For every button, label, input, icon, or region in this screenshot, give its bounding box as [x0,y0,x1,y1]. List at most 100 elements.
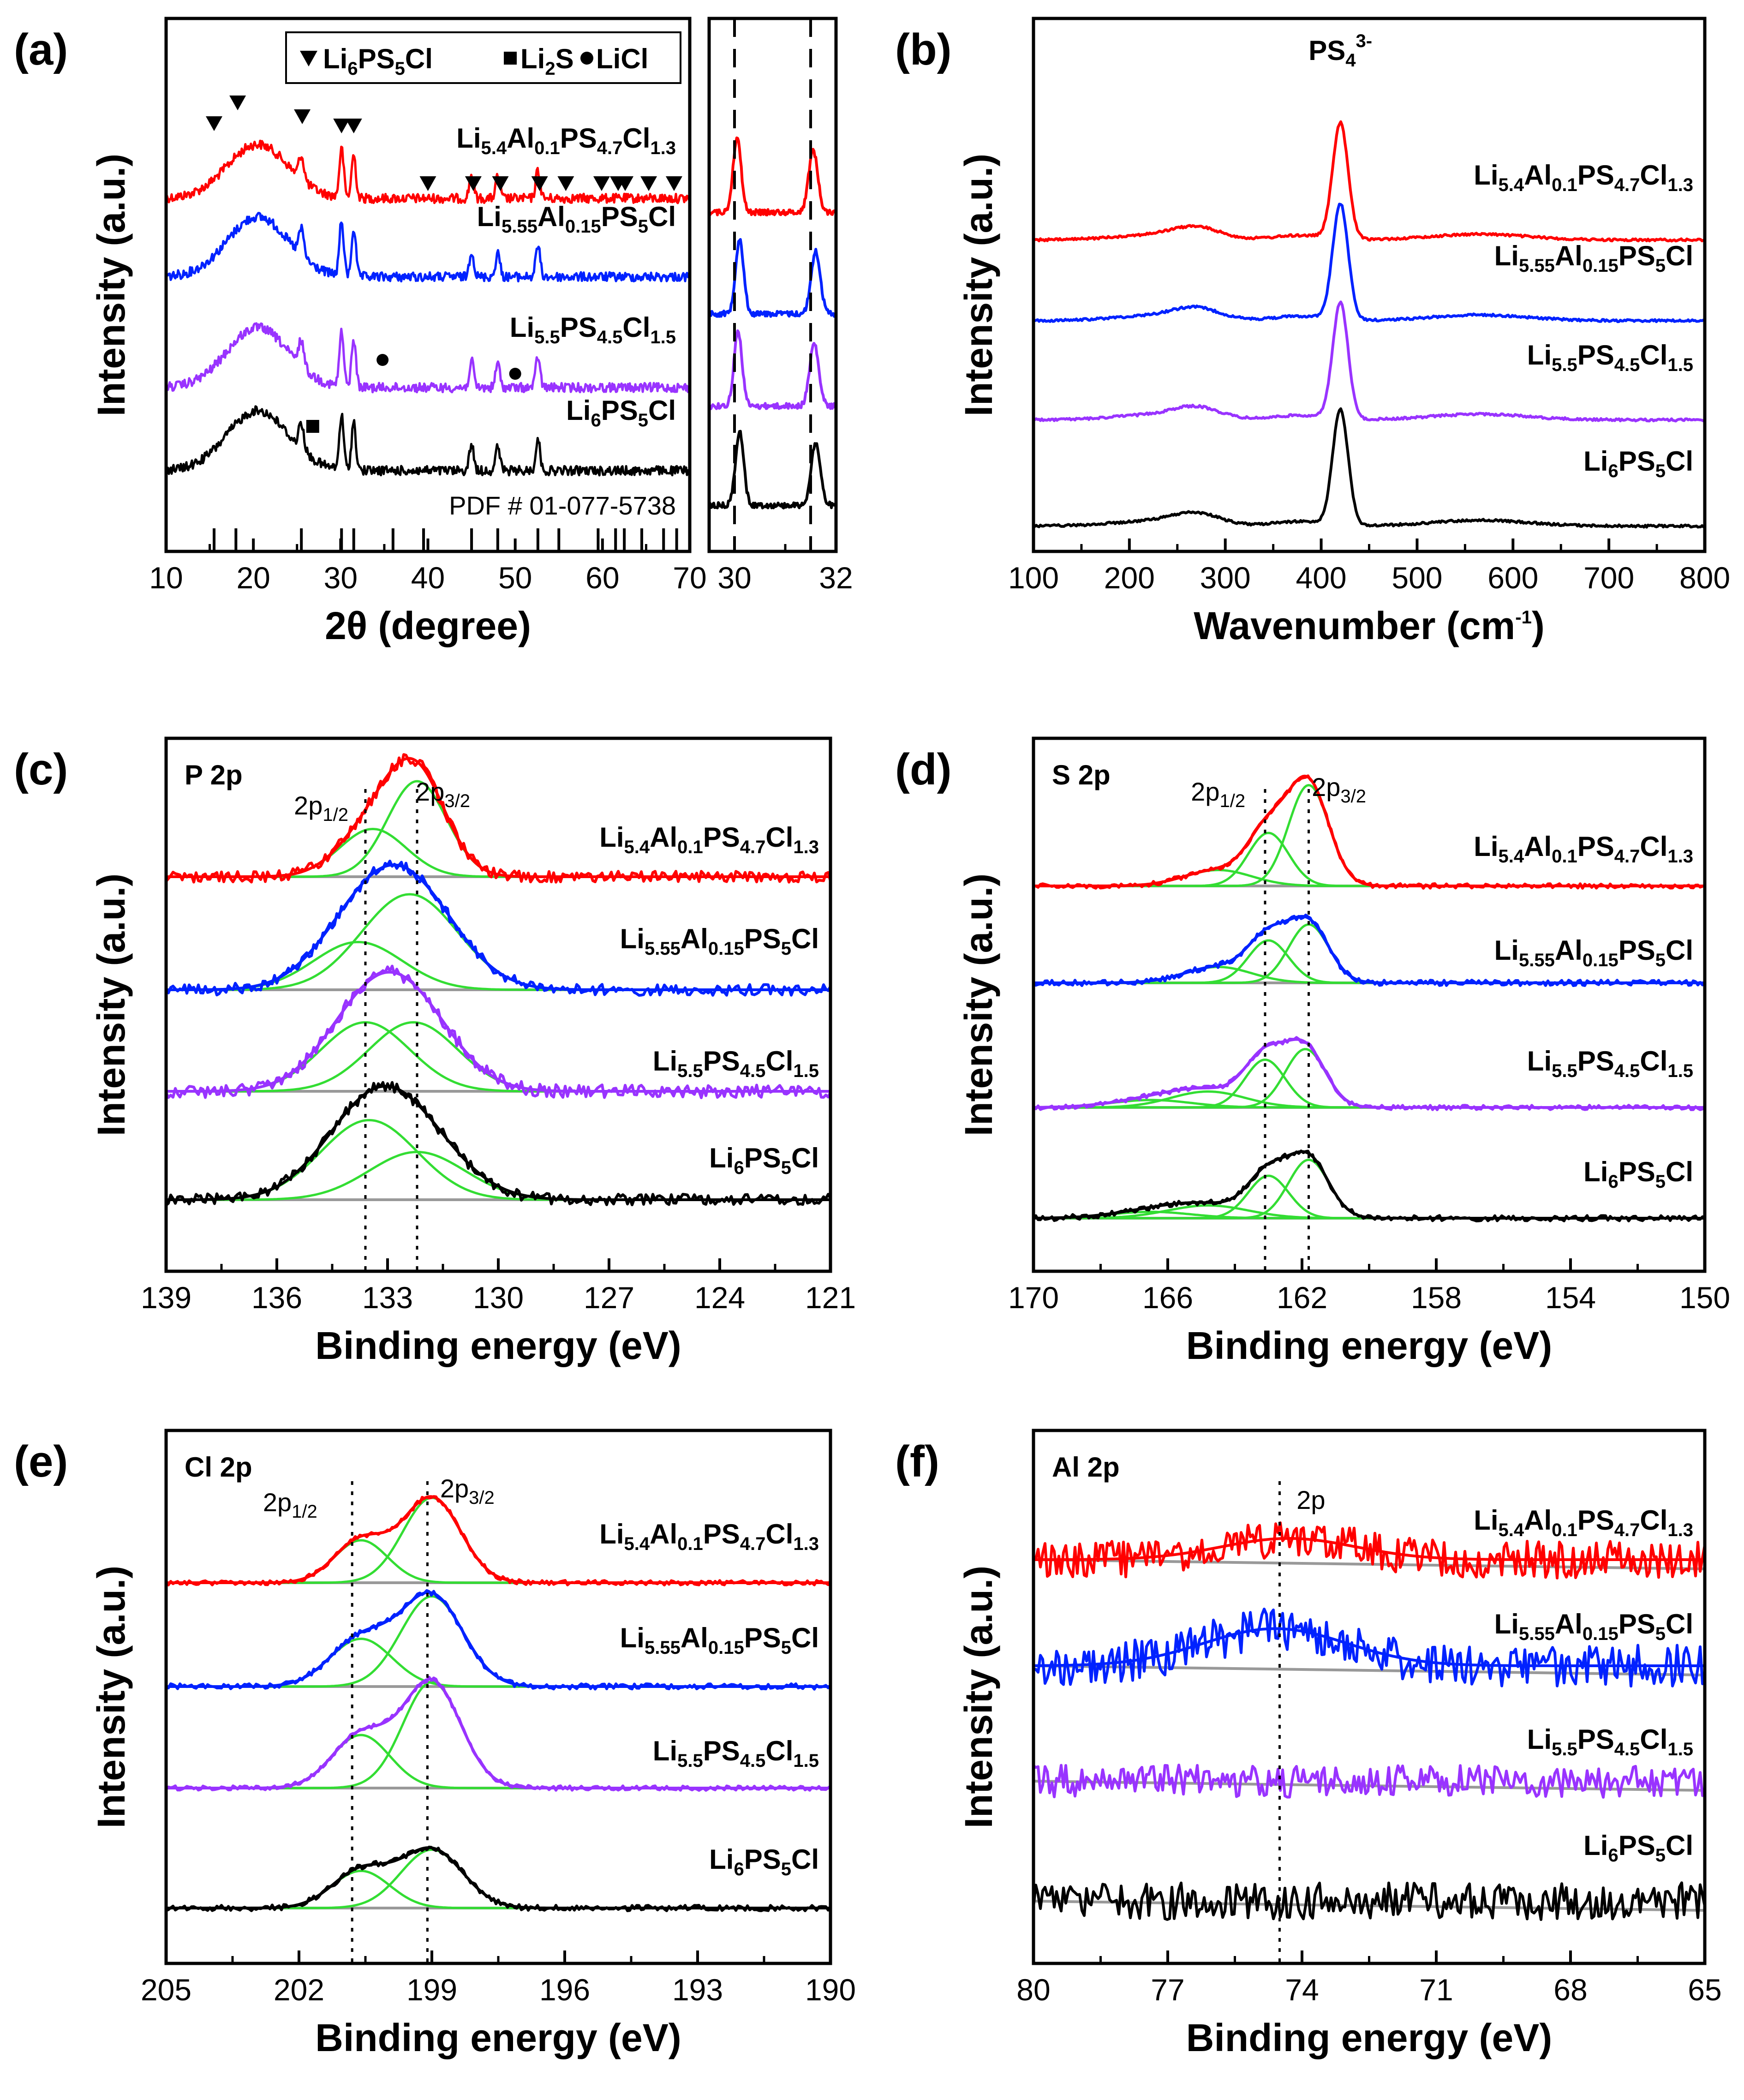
x-(f)-tick-label: 71 [1419,1973,1453,2007]
series-label-(f): Li5.5PS4.5Cl1.5 [1527,1724,1693,1759]
xlabel-(d): Binding energy (eV) [1186,1324,1552,1367]
panel-label-(f): (f) [895,1437,939,1486]
panel-label-(e): (e) [14,1437,68,1486]
core-level-(e): Cl 2p [185,1452,252,1483]
panel-a-marker-li2s [306,420,319,433]
panel-b-x-tick-label: 200 [1104,561,1155,595]
series-label-(c): Li5.55Al0.15PS5Cl [620,923,819,959]
panel-a-series-Li5.4Al0.1PS4.7Cl1.3 [165,139,690,204]
data-Li5.5PS4.5Cl1.5 [165,964,832,1099]
panel-a-zoom-series-Li5.5PS4.5Cl1.5 [708,329,837,410]
panel-a-marker-li6ps5cl [640,176,657,191]
panel-label-(c): (c) [14,745,68,794]
panel-b-series-Li5.4Al0.1PS4.7Cl1.3 [1033,120,1705,243]
data-Li5.4Al0.1PS4.7Cl1.3 [1033,774,1706,890]
panel-a-marker-li6ps5cl [229,96,246,110]
panel-a-marker-li6ps5cl [465,176,482,191]
panel-b-xlabel: Wavenumber (cm-1) [1194,604,1545,647]
core-level-(f): Al 2p [1052,1452,1120,1483]
data-Li5.4Al0.1PS4.7Cl1.3 [165,753,832,884]
x-(c)-tick-label: 127 [584,1280,634,1315]
panel-a-x-tick-label: 30 [324,561,358,595]
panel-a-series-Li5.5PS4.5Cl1.5 [165,322,691,394]
panel-a-series-Li6PS5Cl [166,405,691,477]
panel-a-series-label: Li5.5PS4.5Cl1.5 [510,312,676,347]
x-(f)-tick-label: 77 [1151,1973,1184,2007]
panel-b-x-tick-label: 100 [1008,561,1059,595]
x-(e)-tick-label: 196 [539,1973,590,2007]
panel-a-marker-li6ps5cl [294,109,311,124]
data-Li5.5PS4.5Cl1.5 [1033,1036,1706,1111]
panel-label-(d): (d) [895,745,952,794]
panel-a-ylabel: Intensity (a.u.) [90,154,133,416]
panel-a-legend-licl: LiCl [596,43,648,74]
panel-a-marker-li6ps5cl [665,176,682,191]
x-(d)-tick-label: 150 [1679,1280,1730,1315]
panel-a-zoom-frame [707,17,838,553]
series-label-(e): Li5.55Al0.15PS5Cl [620,1622,819,1658]
data-Li6PS5Cl [1032,1149,1705,1222]
panel-b-series-label: Li5.5PS4.5Cl1.5 [1527,340,1693,375]
panel-a-label: (a) [14,25,68,74]
panel-a-zoom-series-Li5.4Al0.1PS4.7Cl1.3 [709,136,836,216]
panel-a-marker-li6ps5cl [419,176,436,191]
x-(c)-tick-label: 124 [694,1280,745,1315]
x-(c)-tick-label: 139 [141,1280,191,1315]
xlabel-(c): Binding energy (eV) [315,1324,681,1367]
baseline-Li6PS5Cl [1033,1900,1705,1912]
panel-b-series-label: Li6PS5Cl [1583,446,1693,481]
panel-a-marker-li6ps5cl [345,119,362,133]
panel-b-ylabel: Intensity (a.u.) [957,154,1000,416]
x-(e)-tick-label: 202 [274,1973,324,2007]
peak-label-(f): 2p [1296,1485,1325,1514]
core-level-(d): S 2p [1052,760,1111,790]
data-Li5.4Al0.1PS4.7Cl1.3 [1033,1521,1706,1579]
x-(d)-tick-label: 154 [1545,1280,1596,1315]
x-(d)-tick-label: 170 [1008,1280,1059,1315]
panel-a-marker-li6ps5cl [617,176,634,191]
peak-label-(d): 2p1/2 [1191,777,1245,811]
panel-a-zoom-series-Li6PS5Cl [708,430,837,509]
ylabel-(c): Intensity (a.u.) [90,874,133,1136]
series-label-(d): Li5.5PS4.5Cl1.5 [1527,1046,1693,1081]
panel-b-label: (b) [895,25,952,74]
series-label-(f): Li5.55Al0.15PS5Cl [1494,1609,1693,1644]
panel-a-series-label: Li5.4Al0.1PS4.7Cl1.3 [456,123,676,158]
x-(e)-tick-label: 205 [141,1973,191,2007]
panel-b-x-tick-label: 500 [1392,561,1442,595]
x-(f)-tick-label: 74 [1285,1973,1319,2007]
panel-a-marker-li6ps5cl [531,176,548,191]
x-(f)-tick-label: 68 [1553,1973,1587,2007]
panel-a-xlabel: 2θ (degree) [325,604,531,647]
panel-a-x-tick-label: 70 [673,561,706,595]
ylabel-(e): Intensity (a.u.) [90,1566,133,1828]
panel-b-x-tick-label: 700 [1583,561,1634,595]
data-Li5.4Al0.1PS4.7Cl1.3 [165,1495,832,1586]
data-Li5.55Al0.15PS5Cl [166,1589,832,1691]
x-(e)-tick-label: 193 [672,1973,723,2007]
panel-a-legend-triangle-icon [300,51,317,66]
ylabel-(d): Intensity (a.u.) [957,874,1000,1136]
panel-a-marker-licl [509,368,521,380]
panel-b-x-tick-label: 400 [1296,561,1347,595]
panel-a-x-tick-label: 40 [411,561,445,595]
panel-a-marker-li6ps5cl [492,176,509,191]
x-(d)-tick-label: 158 [1411,1280,1462,1315]
panel-a-marker-li6ps5cl [593,176,610,191]
panel-a-series-Li5.55Al0.15PS5Cl [166,212,691,283]
panel-a-marker-li6ps5cl [557,176,574,191]
x-(e)-tick-label: 190 [805,1973,856,2007]
panel-a-x-tick-label: 20 [236,561,270,595]
panel-b-series-Li5.5PS4.5Cl1.5 [1033,300,1706,423]
panel-a-marker-licl [376,354,389,366]
panel-a-x-tick-label: 60 [585,561,619,595]
panel-a-x-tick-label: 10 [149,561,183,595]
peak-label-(e): 2p1/2 [263,1488,317,1522]
panel-a-series-label: Li5.55Al0.15PS5Cl [477,201,676,237]
panel-b-x-tick-label: 300 [1200,561,1251,595]
data-Li6PS5Cl [165,1081,832,1207]
xlabel-(e): Binding energy (eV) [315,2016,681,2059]
series-label-(c): Li6PS5Cl [709,1143,819,1178]
x-(c)-tick-label: 130 [473,1280,524,1315]
panel-b-x-tick-label: 800 [1679,561,1730,595]
